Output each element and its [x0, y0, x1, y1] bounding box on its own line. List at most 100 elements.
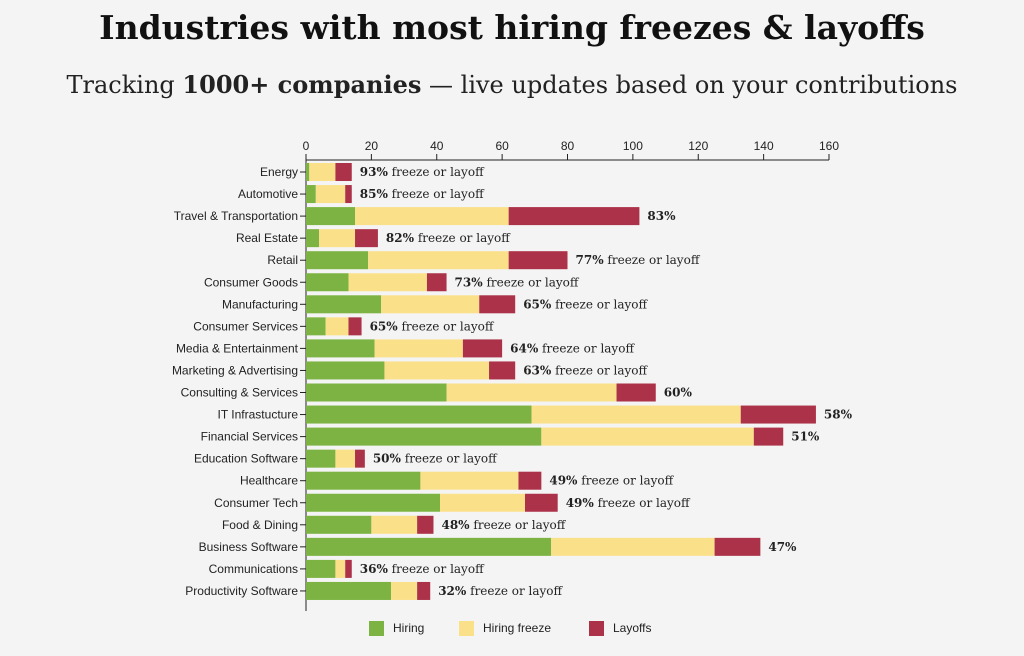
category-label: Financial Services [201, 430, 298, 444]
bar-segment-layoffs [335, 163, 352, 181]
bar-segment-hiring-freeze [374, 339, 463, 358]
bar-segment-hiring-freeze [384, 361, 490, 380]
annotation-percent: 65% [523, 297, 552, 311]
bar-annotation: 50% freeze or layoff [373, 452, 498, 466]
category-label: Automotive [238, 187, 298, 201]
bar-annotation: 49% freeze or layoff [549, 474, 674, 488]
category-label: Business Software [199, 540, 299, 554]
bar-segment-layoffs [518, 471, 542, 490]
annotation-text: freeze or layoff [414, 231, 511, 245]
legend-label: Hiring [393, 621, 424, 635]
bar-segment-hiring-freeze [531, 405, 741, 424]
bar-segment-hiring [306, 427, 542, 446]
annotation-percent: 73% [455, 275, 484, 289]
bar-segment-hiring [306, 471, 421, 490]
bar-segment-hiring [306, 295, 382, 314]
bar-segment-layoffs [462, 339, 503, 358]
x-tick-label: 100 [623, 139, 643, 153]
bar-segment-hiring-freeze [335, 559, 346, 578]
subtitle-suffix: — live updates based on your contributio… [421, 71, 958, 99]
bar-annotation: 63% freeze or layoff [523, 363, 648, 377]
bar-segment-hiring-freeze [348, 273, 427, 292]
bar-segment-hiring [306, 515, 372, 534]
category-label: Consumer Services [193, 319, 298, 333]
annotation-percent: 32% [438, 584, 467, 598]
bar-segment-layoffs [479, 295, 516, 314]
bar-annotation: 60% [664, 386, 693, 400]
bar-segment-hiring-freeze [335, 449, 356, 468]
category-label: Communications [209, 562, 298, 576]
bar-segment-hiring [306, 581, 391, 600]
bar-segment-layoffs [508, 207, 640, 226]
category-label: Consumer Goods [204, 275, 298, 289]
bar-segment-hiring-freeze [551, 537, 715, 556]
x-tick-label: 0 [303, 139, 310, 153]
annotation-text: freeze or layoff [551, 297, 648, 311]
bar-segment-hiring [306, 207, 356, 226]
x-tick-label: 60 [495, 139, 509, 153]
bar-segment-hiring [306, 251, 369, 270]
annotation-text: freeze or layoff [466, 584, 563, 598]
annotation-percent: 48% [441, 518, 470, 532]
category-label: Travel & Transportation [174, 209, 298, 223]
bar-segment-hiring [306, 559, 336, 578]
category-label: Retail [267, 253, 298, 267]
annotation-percent: 85% [360, 187, 389, 201]
legend-swatch [459, 621, 474, 636]
bar-annotation: 77% freeze or layoff [576, 253, 701, 267]
annotation-percent: 82% [386, 231, 415, 245]
bar-segment-hiring [306, 449, 336, 468]
bar-annotation: 47% [768, 540, 797, 554]
bar-annotation: 48% freeze or layoff [441, 518, 566, 532]
bar-segment-layoffs [525, 493, 558, 512]
bar-segment-layoffs [348, 317, 362, 336]
annotation-text: freeze or layoff [398, 319, 495, 333]
legend-swatch [369, 621, 384, 636]
bar-segment-hiring-freeze [355, 207, 509, 226]
bar-segment-hiring [306, 339, 375, 358]
subtitle-prefix: Tracking [66, 71, 183, 99]
annotation-text: freeze or layoff [470, 518, 567, 532]
annotation-percent: 65% [370, 319, 399, 333]
annotation-text: freeze or layoff [577, 474, 674, 488]
category-label: Healthcare [240, 474, 298, 488]
bar-segment-layoffs [355, 449, 365, 468]
bar-segment-layoffs [753, 427, 784, 446]
bar-annotation: 32% freeze or layoff [438, 584, 563, 598]
bar-annotation: 49% freeze or layoff [566, 496, 691, 510]
bar-segment-hiring [306, 361, 385, 380]
bar-segment-layoffs [616, 383, 656, 402]
category-label: Education Software [194, 452, 298, 466]
annotation-text: freeze or layoff [604, 253, 701, 267]
category-label: Media & Entertainment [176, 341, 299, 355]
annotation-percent: 47% [768, 540, 797, 554]
chart-subtitle: Tracking 1000+ companies — live updates … [0, 70, 1024, 99]
bar-segment-hiring-freeze [390, 581, 418, 600]
bar-segment-hiring-freeze [315, 185, 346, 204]
annotation-text: freeze or layoff [538, 341, 635, 355]
category-label: IT Infrastucture [218, 408, 299, 422]
legend-label: Layoffs [613, 621, 651, 635]
bar-segment-hiring [306, 229, 320, 248]
bar-segment-layoffs [714, 537, 761, 556]
bar-segment-hiring [306, 405, 532, 424]
annotation-percent: 49% [549, 474, 578, 488]
category-label: Consulting & Services [181, 386, 298, 400]
bar-segment-layoffs [489, 361, 516, 380]
bar-segment-layoffs [417, 581, 431, 600]
annotation-percent: 64% [510, 341, 539, 355]
category-label: Manufacturing [222, 297, 298, 311]
legend-swatch [589, 621, 604, 636]
x-tick-label: 40 [430, 139, 444, 153]
x-tick-label: 120 [688, 139, 708, 153]
bar-segment-hiring-freeze [309, 163, 336, 181]
annotation-percent: 50% [373, 452, 402, 466]
category-label: Food & Dining [222, 518, 298, 532]
category-label: Real Estate [236, 231, 298, 245]
category-label: Consumer Tech [214, 496, 298, 510]
bar-annotation: 65% freeze or layoff [523, 297, 648, 311]
bar-segment-hiring-freeze [371, 515, 418, 534]
annotation-text: freeze or layoff [388, 562, 485, 576]
bar-segment-layoffs [345, 559, 352, 578]
